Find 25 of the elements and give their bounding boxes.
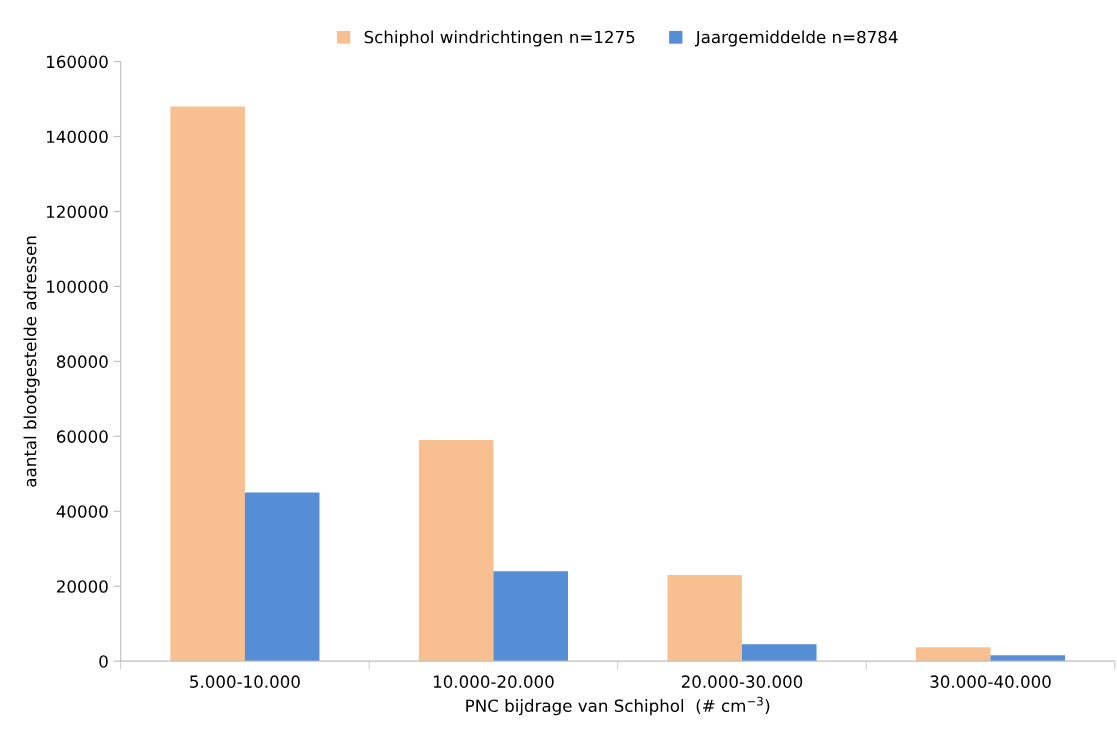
- legend-label: Schiphol windrichtingen n=1275: [364, 30, 635, 47]
- x-tick-label: 10.000-20.000: [433, 675, 554, 688]
- x-tick-label: 30.000-40.000: [930, 675, 1051, 688]
- y-tick-label: 140000: [47, 130, 108, 144]
- x-axis-title: PNC bijdrage van Schiphol (# cm$^{−3}$): [466, 696, 770, 716]
- bar: [741, 644, 817, 662]
- y-tick-label: 100000: [47, 280, 108, 293]
- x-tick-label: 20.000-30.000: [681, 675, 803, 688]
- legend-label: Jaargemiddelde n=8784: [694, 30, 898, 47]
- y-tick-label: 120000: [47, 205, 108, 219]
- y-tick-label: 60000: [56, 430, 108, 443]
- bar: [915, 647, 991, 662]
- bar: [493, 571, 568, 662]
- bar: [170, 106, 245, 662]
- bar: [418, 440, 494, 662]
- y-tick-label: 80000: [56, 355, 108, 368]
- y-tick-label: 40000: [56, 505, 108, 518]
- bar: [990, 655, 1066, 662]
- y-tick-label: 160000: [47, 55, 108, 69]
- bar: [244, 492, 320, 662]
- y-tick-label: 0: [99, 655, 108, 668]
- bar: [667, 574, 742, 662]
- x-tick-label: 5.000-10.000: [190, 675, 300, 688]
- y-axis-title: aantal blootgestelde adressen: [23, 236, 40, 487]
- y-tick-label: 20000: [57, 580, 108, 593]
